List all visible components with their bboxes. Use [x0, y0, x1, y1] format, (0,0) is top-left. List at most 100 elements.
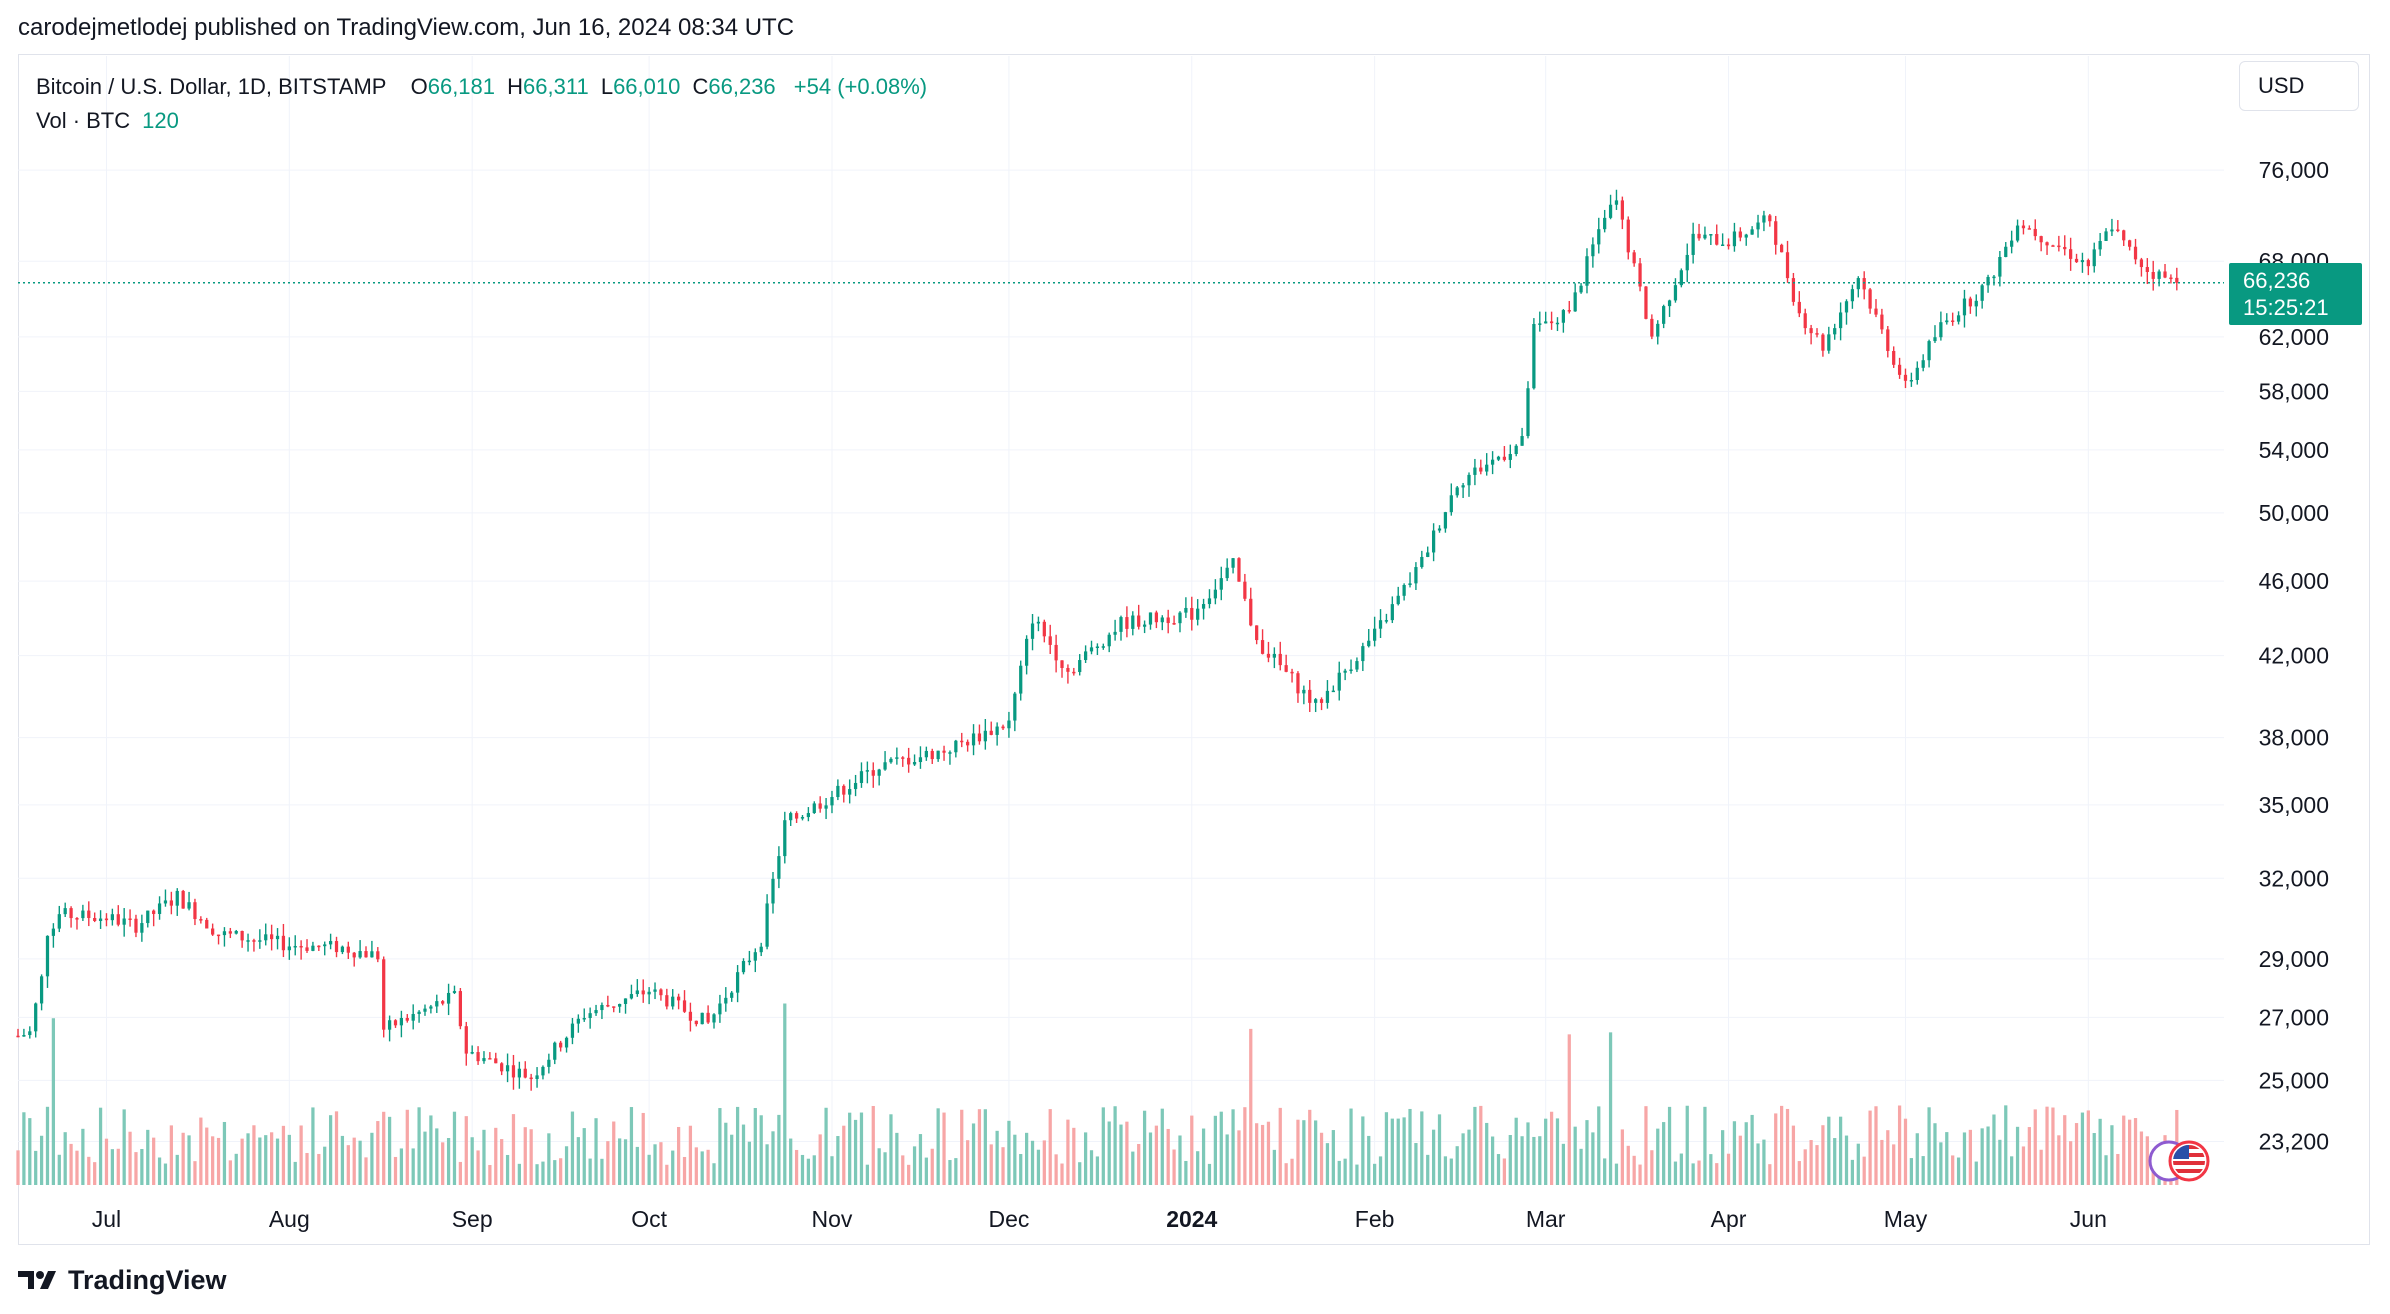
- volume-bar: [1485, 1122, 1489, 1185]
- candle: [1956, 311, 1961, 325]
- candle-body: [87, 910, 91, 919]
- candle: [411, 1004, 415, 1030]
- candle-body: [293, 945, 297, 948]
- high-value: 66,311: [523, 74, 589, 99]
- candle: [1172, 615, 1176, 625]
- candle: [22, 1028, 26, 1037]
- volume-bar: [69, 1143, 73, 1185]
- candle: [1473, 458, 1477, 486]
- volume-bar: [417, 1107, 421, 1185]
- y-tick-label: 27,000: [2259, 1004, 2329, 1030]
- candle-body: [1066, 667, 1070, 672]
- candle-body: [1355, 661, 1359, 670]
- candle: [134, 914, 138, 938]
- volume-bar: [1567, 1034, 1571, 1185]
- candle: [34, 1002, 38, 1038]
- candle: [2051, 244, 2055, 247]
- volume-bar: [57, 1154, 61, 1185]
- candle-body: [1903, 374, 1908, 381]
- candle: [1402, 583, 1406, 601]
- candle-body: [747, 960, 752, 963]
- x-tick-label: Jun: [2070, 1206, 2107, 1232]
- candle: [983, 719, 987, 750]
- candle: [39, 974, 44, 1011]
- candle-body: [264, 934, 268, 941]
- candle-body: [1951, 320, 1955, 322]
- candle: [800, 815, 805, 821]
- candle: [1036, 616, 1041, 632]
- candle: [523, 1061, 527, 1079]
- y-tick-label: 38,000: [2259, 725, 2329, 751]
- candle: [2021, 220, 2026, 235]
- volume-bar: [104, 1138, 109, 1185]
- candle-body: [1337, 672, 1341, 691]
- candle: [63, 902, 67, 918]
- volume-bar: [2074, 1123, 2079, 1185]
- candle: [405, 1014, 409, 1023]
- candle: [2157, 269, 2161, 287]
- volume-bar: [653, 1144, 657, 1185]
- volume-bar: [376, 1121, 380, 1185]
- us-flag-icon[interactable]: [2148, 1140, 2210, 1182]
- volume-label[interactable]: Vol · BTC: [36, 108, 131, 133]
- candle: [281, 923, 286, 958]
- candle-body: [2004, 246, 2008, 257]
- candle: [1850, 284, 1855, 309]
- candle: [759, 942, 763, 957]
- volume-bar: [228, 1160, 232, 1185]
- y-tick-label: 23,200: [2259, 1129, 2329, 1155]
- candle-body: [848, 789, 852, 795]
- volume-bar: [1225, 1134, 1229, 1185]
- candle: [1980, 283, 1984, 309]
- volume-bar: [777, 1114, 781, 1185]
- candle-body: [859, 771, 864, 783]
- candle-body: [323, 944, 327, 947]
- tradingview-brand[interactable]: TradingView: [18, 1262, 227, 1298]
- candle: [1662, 304, 1666, 329]
- candle-body: [311, 945, 315, 951]
- candle: [2139, 257, 2144, 277]
- volume-bar: [1691, 1163, 1695, 1185]
- candle-body: [724, 997, 728, 1004]
- candle: [2110, 218, 2114, 236]
- candle: [69, 906, 73, 928]
- candle: [783, 811, 787, 864]
- candle-body: [570, 1023, 575, 1038]
- volume-bar: [393, 1156, 398, 1185]
- candle-body: [877, 769, 881, 776]
- volume-bar: [694, 1147, 698, 1185]
- candle-body: [1154, 612, 1159, 623]
- chart-frame[interactable]: [18, 54, 2370, 1245]
- candle: [582, 1008, 586, 1022]
- candle: [2086, 258, 2090, 276]
- candle: [45, 935, 50, 988]
- volume-bar: [1579, 1148, 1583, 1185]
- candle: [1644, 286, 1648, 320]
- candle: [93, 912, 97, 923]
- candle: [1756, 214, 1760, 238]
- candle-body: [423, 1008, 427, 1012]
- candle-body: [2027, 228, 2031, 230]
- candle: [889, 757, 893, 764]
- symbol-label[interactable]: Bitcoin / U.S. Dollar, 1D, BITSTAMP: [36, 74, 387, 99]
- candle-body: [1732, 231, 1737, 247]
- volume-bar: [594, 1118, 598, 1185]
- volume-bar: [1679, 1153, 1683, 1185]
- volume-bar: [1296, 1119, 1300, 1185]
- candle-body: [1738, 231, 1742, 238]
- candle-body: [1673, 285, 1678, 301]
- volume-bar: [1992, 1114, 1996, 1185]
- candle-body: [1886, 329, 1890, 351]
- candle: [1721, 233, 1725, 247]
- candle-body: [1980, 285, 1984, 301]
- volume-bar: [511, 1114, 516, 1185]
- volume-bar: [977, 1109, 982, 1185]
- candle-body: [1520, 436, 1524, 446]
- volume-bar: [706, 1149, 710, 1185]
- candle-body: [157, 903, 162, 914]
- volume-bar: [1774, 1113, 1778, 1185]
- currency-button[interactable]: USD: [2239, 61, 2359, 111]
- volume-bar: [163, 1163, 168, 1185]
- volume-bar: [1980, 1128, 1984, 1185]
